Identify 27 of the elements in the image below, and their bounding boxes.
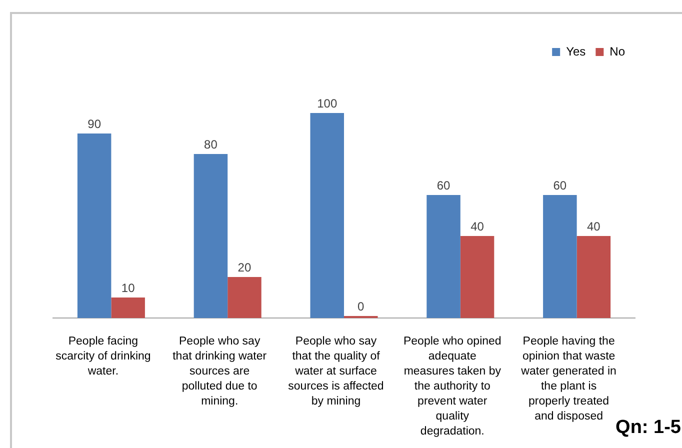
x-tick-label: People who say that drinking water sources are polluted due to mining.	[172, 336, 267, 408]
bar	[426, 195, 460, 318]
x-tick-label: People facing scarcity of drinking water.	[56, 336, 151, 378]
bar	[576, 236, 611, 318]
data-label: 10	[121, 280, 136, 295]
bar	[543, 195, 577, 318]
data-label: 60	[553, 178, 567, 192]
data-label: 60	[436, 178, 451, 192]
bar	[460, 236, 494, 318]
bar	[310, 113, 344, 318]
data-label: 40	[587, 219, 601, 234]
data-label: 100	[317, 96, 338, 110]
legend-label: No	[610, 44, 626, 58]
data-label: 20	[238, 260, 252, 274]
x-tick-label: People who opined adequate measures taken by the authority to prevent water quality degradation.	[403, 336, 502, 438]
bar	[194, 154, 228, 318]
bar	[111, 298, 145, 318]
data-label: 90	[88, 116, 102, 131]
bar	[77, 134, 112, 318]
bar	[228, 277, 262, 318]
x-tick-label: People having the opinion that waste water generated in the plant is properly treated and disposed	[520, 336, 616, 422]
legend-label: Yes	[566, 44, 586, 58]
data-label: 80	[204, 137, 218, 152]
data-label: 0	[358, 299, 365, 314]
x-tick-label: People who say that the quality of water at surface sources is affected by mining	[288, 336, 384, 408]
data-label: 40	[470, 219, 484, 234]
text: Qn: 1-5	[616, 417, 681, 439]
